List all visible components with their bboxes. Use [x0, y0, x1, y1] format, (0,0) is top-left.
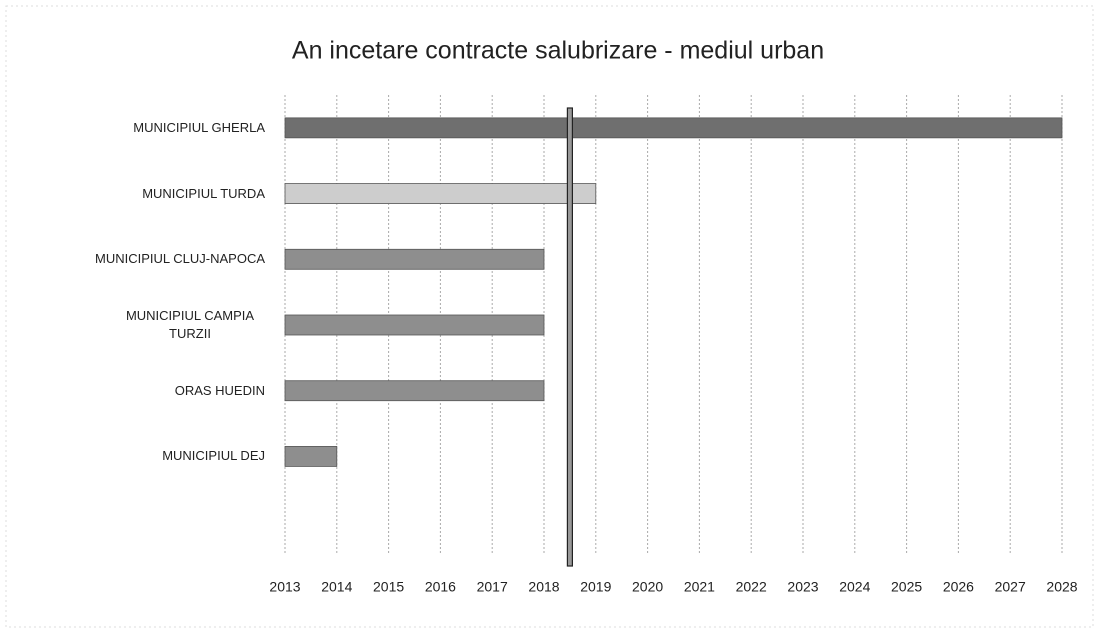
y-tick-label: ORAS HUEDIN — [174, 382, 265, 398]
x-tick-label: 2015 — [373, 579, 404, 595]
x-tick-label: 2025 — [891, 579, 922, 595]
x-tick-label: 2018 — [528, 579, 559, 595]
x-tick-label: 2017 — [477, 579, 508, 595]
x-tick-label: 2026 — [943, 579, 974, 595]
bar — [284, 380, 545, 402]
category-label-box: MUNICIPIUL DEJ — [25, 447, 265, 465]
category-label-box: MUNICIPIUL GHERLA — [25, 119, 265, 137]
chart-border — [5, 5, 1094, 628]
x-tick-label: 2028 — [1046, 579, 1077, 595]
bar — [284, 248, 545, 270]
category-label-box: MUNICIPIUL CAMPIA TURZII — [25, 307, 265, 343]
x-tick-label: 2021 — [684, 579, 715, 595]
bar — [284, 446, 338, 467]
x-tick-label: 2013 — [269, 579, 300, 595]
y-tick-label: MUNICIPIUL DEJ — [162, 448, 265, 464]
x-tick-label: 2016 — [425, 579, 456, 595]
y-tick-label: MUNICIPIUL GHERLA — [133, 119, 265, 135]
category-label-box: ORAS HUEDIN — [25, 382, 265, 400]
x-tick-label: 2023 — [787, 579, 818, 595]
reference-line — [566, 107, 574, 567]
x-tick-label: 2020 — [632, 579, 663, 595]
bar — [284, 314, 545, 336]
x-tick-label: 2024 — [839, 579, 870, 595]
bar — [284, 117, 1063, 139]
y-tick-label: MUNICIPIUL TURDA — [142, 185, 265, 201]
x-tick-label: 2014 — [321, 579, 352, 595]
bar — [284, 183, 597, 204]
x-tick-label: 2022 — [736, 579, 767, 595]
category-label-box: MUNICIPIUL TURDA — [25, 185, 265, 203]
x-tick-label: 2027 — [995, 579, 1026, 595]
x-tick-label: 2019 — [580, 579, 611, 595]
chart-title: An incetare contracte salubrizare - medi… — [292, 37, 824, 65]
y-tick-label: MUNICIPIUL CAMPIA TURZII — [125, 308, 255, 341]
y-tick-label: MUNICIPIUL CLUJ-NAPOCA — [95, 251, 265, 267]
category-label-box: MUNICIPIUL CLUJ-NAPOCA — [25, 250, 265, 268]
